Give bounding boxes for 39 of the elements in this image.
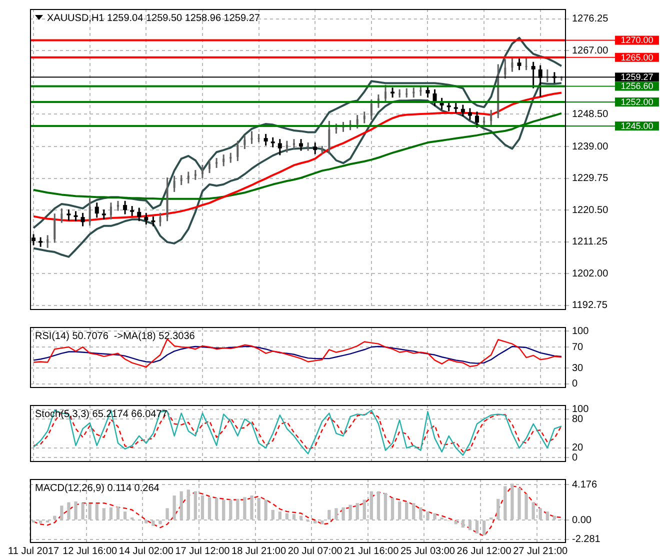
x-tick-label: 17 Jul 12:00 bbox=[175, 546, 230, 557]
y-tick-label: 4.176 bbox=[572, 479, 598, 490]
y-tick-label: 0.00 bbox=[572, 514, 592, 526]
x-tick-label: 26 Jul 12:00 bbox=[456, 546, 512, 557]
y-tick-label: 1202.00 bbox=[572, 268, 609, 280]
y-tick-label: 1267.00 bbox=[572, 45, 609, 56]
chart-title: MACD(12,26,9) 0.114 0.264 bbox=[35, 482, 160, 494]
x-tick-label: 11 Jul 2017 bbox=[8, 546, 60, 557]
y-tick-label: 1211.25 bbox=[572, 236, 608, 248]
chart-title: XAUUSD,H1 1259.04 1259.50 1258.96 1259.27 bbox=[47, 12, 260, 24]
y-tick-label: 30 bbox=[572, 362, 584, 374]
y-tick-label: 100 bbox=[572, 404, 590, 416]
y-tick-label: 1220.50 bbox=[572, 204, 609, 216]
y-tick-label: 70 bbox=[572, 342, 584, 353]
y-tick-label: 1229.75 bbox=[572, 173, 609, 184]
x-tick-label: 25 Jul 03:00 bbox=[400, 546, 456, 557]
y-tick-label: 1239.00 bbox=[572, 141, 609, 152]
y-tick-label: 20 bbox=[572, 442, 584, 454]
y-tick-label: 1248.50 bbox=[572, 108, 609, 120]
x-tick-label: 21 Jul 16:00 bbox=[344, 546, 400, 557]
ref-line-label: 1259.27 bbox=[620, 72, 654, 82]
chart-title: RSI(14) 50.7076 ->MA(18) 52.3036 bbox=[35, 330, 196, 342]
y-tick-label: 100 bbox=[572, 326, 590, 337]
y-tick-label: 1192.75 bbox=[572, 300, 608, 312]
x-tick-label: 20 Jul 07:00 bbox=[288, 546, 343, 557]
ref-line-label: 1265.00 bbox=[620, 52, 654, 62]
x-tick-label: 27 Jul 21:00 bbox=[513, 546, 568, 557]
y-tick-label: 0 bbox=[572, 378, 578, 390]
x-tick-label: 12 Jul 16:00 bbox=[62, 546, 118, 557]
ref-line-label: 1245.00 bbox=[620, 121, 654, 132]
y-tick-label: 1276.25 bbox=[572, 14, 609, 25]
y-tick-label: -2.281 bbox=[572, 534, 601, 546]
ref-line-label: 1256.60 bbox=[620, 81, 654, 92]
x-tick-label: 14 Jul 02:00 bbox=[118, 546, 174, 557]
ref-line-label: 1270.00 bbox=[620, 35, 654, 46]
ref-line-label: 1252.00 bbox=[620, 97, 654, 108]
y-tick-label: 0 bbox=[572, 452, 578, 464]
y-tick-label: 80 bbox=[572, 414, 584, 425]
x-tick-label: 18 Jul 21:00 bbox=[232, 546, 286, 557]
